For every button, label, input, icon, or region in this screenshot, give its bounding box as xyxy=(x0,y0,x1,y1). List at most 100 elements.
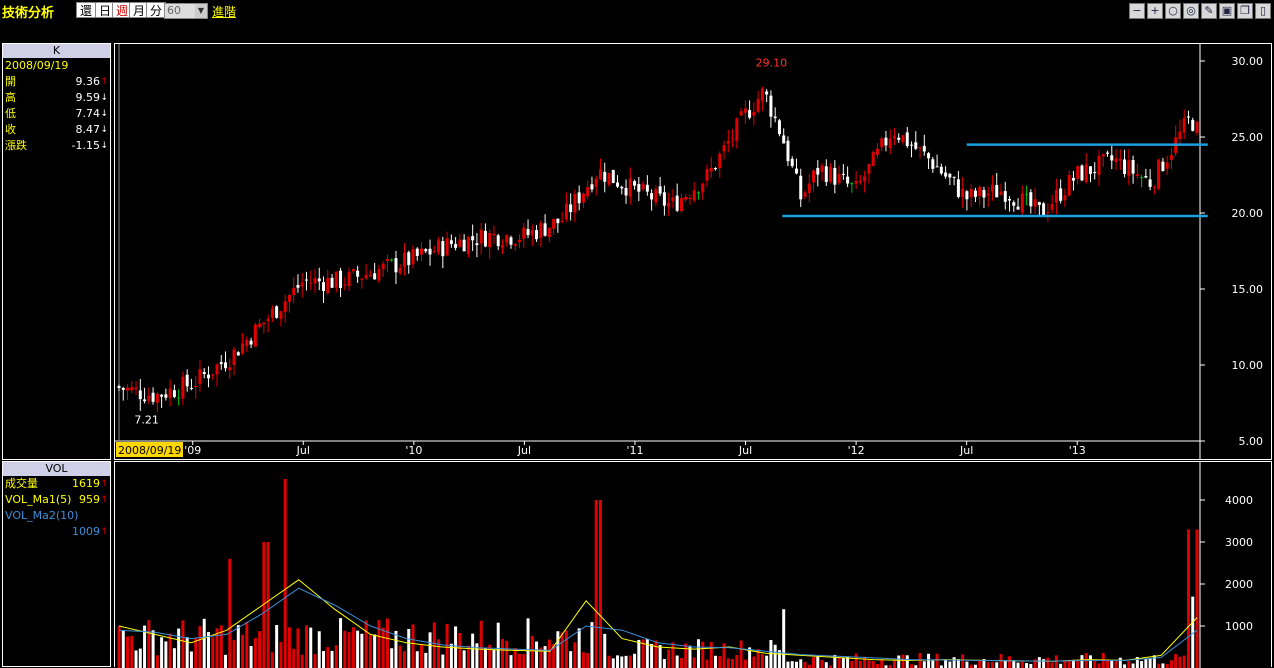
candle-body xyxy=(573,194,577,213)
candle-body xyxy=(172,390,176,398)
volume-bar xyxy=(1029,664,1033,668)
candle-body xyxy=(1071,177,1075,181)
draw-icon[interactable]: ✎ xyxy=(1201,3,1217,19)
zoom-out-icon[interactable]: ○ xyxy=(1165,3,1181,19)
save-icon[interactable]: ▣ xyxy=(1219,3,1235,19)
candle-body xyxy=(522,227,526,239)
volume-chart-svg[interactable]: 4000 3000 2000 1000 xyxy=(115,462,1271,668)
volume-bar xyxy=(816,656,820,668)
candle-body xyxy=(581,193,585,203)
candle-body xyxy=(283,301,287,312)
volume-bar xyxy=(641,639,645,668)
volume-bar xyxy=(880,659,884,668)
candle-body xyxy=(1118,158,1122,161)
volume-bar xyxy=(488,644,492,668)
volume-bar xyxy=(586,653,590,668)
price-tick-label: 20.00 xyxy=(1232,207,1264,220)
restore-icon[interactable]: ❐ xyxy=(1237,3,1253,19)
candle-body xyxy=(790,158,794,167)
period-select[interactable]: 60 ▼ xyxy=(164,3,208,19)
volume-bar xyxy=(343,630,347,668)
volume-bar xyxy=(684,643,688,668)
candle-body xyxy=(479,229,483,244)
timeframe-minute-button[interactable]: 分 xyxy=(146,2,167,18)
candle-body xyxy=(471,236,475,241)
candle-body xyxy=(1191,119,1195,131)
volume-tick-label: 3000 xyxy=(1225,536,1253,549)
volume-bar xyxy=(1076,660,1080,668)
volume-bar xyxy=(1131,663,1135,668)
candle-body xyxy=(236,352,240,356)
candle-body xyxy=(620,186,624,189)
zoom-in-icon[interactable]: ◎ xyxy=(1183,3,1199,19)
volume-bar xyxy=(931,660,935,668)
volume-bar xyxy=(1118,657,1122,668)
candle-body xyxy=(965,191,969,200)
candle-body xyxy=(731,137,735,139)
candle-body xyxy=(1123,159,1127,175)
candle-body xyxy=(603,171,607,182)
candle-body xyxy=(1106,152,1110,154)
candle-body xyxy=(816,167,820,175)
volume-bar xyxy=(177,628,181,668)
volume-ma-lines xyxy=(118,579,1198,662)
advanced-link[interactable]: 進階 xyxy=(212,5,237,19)
chevron-down-icon[interactable]: ▼ xyxy=(195,4,207,18)
volume-bar xyxy=(564,630,568,668)
candle-body xyxy=(411,249,415,265)
candle-body xyxy=(1029,192,1033,207)
timeframe-month-button[interactable]: 月 xyxy=(129,2,150,18)
candle-body xyxy=(760,88,764,102)
timeframe-restore-button[interactable]: 還 xyxy=(76,2,97,18)
candle-body xyxy=(535,230,539,240)
plus-icon[interactable]: + xyxy=(1147,3,1163,19)
candle-body xyxy=(279,311,283,320)
candle-body xyxy=(1037,202,1041,205)
candle-body xyxy=(884,137,888,146)
volume-bar xyxy=(624,655,628,668)
volume-bar xyxy=(1140,661,1144,668)
candle-body xyxy=(1059,188,1063,201)
volume-chart[interactable]: 4000 3000 2000 1000 xyxy=(114,461,1272,668)
ma5-value: 959 xyxy=(79,493,100,506)
candle-body xyxy=(786,140,790,162)
candle-body xyxy=(1088,166,1092,174)
volume-bar xyxy=(948,661,952,668)
candle-body xyxy=(215,364,219,375)
candle-body xyxy=(560,220,564,222)
candle-body xyxy=(454,243,458,248)
price-chart-svg[interactable]: 30.00 25.00 20.00 15.00 10.00 5.00 2008/09/19… xyxy=(115,44,1271,459)
candle-body xyxy=(437,240,441,253)
volume-bar xyxy=(875,664,879,668)
candle-body xyxy=(901,135,905,142)
trendlines[interactable] xyxy=(782,143,1208,218)
candle-body xyxy=(126,387,130,391)
candle-body xyxy=(696,192,700,194)
candle-body xyxy=(1025,194,1029,196)
candle-body xyxy=(292,287,296,296)
volume-bar xyxy=(539,647,543,668)
volume-bar xyxy=(360,633,364,668)
volume-bar xyxy=(803,661,807,668)
timeframe-week-button[interactable]: 週 xyxy=(112,2,133,18)
close-icon[interactable]: ▯ xyxy=(1255,3,1271,19)
candle-body xyxy=(650,193,654,200)
volume-bar xyxy=(454,626,458,668)
volume-bar xyxy=(1161,663,1165,668)
volume-bar xyxy=(616,655,620,668)
candle-body xyxy=(1140,177,1144,179)
candle-body xyxy=(398,267,402,274)
candle-body xyxy=(807,183,811,193)
candle-body xyxy=(701,183,705,193)
candle-body xyxy=(249,340,253,345)
open-value: 9.36 xyxy=(75,75,101,88)
volume-bar xyxy=(982,659,986,668)
candle-body xyxy=(1016,206,1020,210)
volume-bar xyxy=(1025,663,1029,668)
minus-icon[interactable]: − xyxy=(1129,3,1145,19)
price-tick-label: 5.00 xyxy=(1239,435,1264,448)
volume-bar xyxy=(313,654,317,668)
price-chart[interactable]: 30.00 25.00 20.00 15.00 10.00 5.00 2008/09/19… xyxy=(114,43,1272,460)
vol-panel-title: VOL xyxy=(3,462,110,476)
price-y-ticks: 30.00 25.00 20.00 15.00 10.00 5.00 xyxy=(1200,55,1263,448)
